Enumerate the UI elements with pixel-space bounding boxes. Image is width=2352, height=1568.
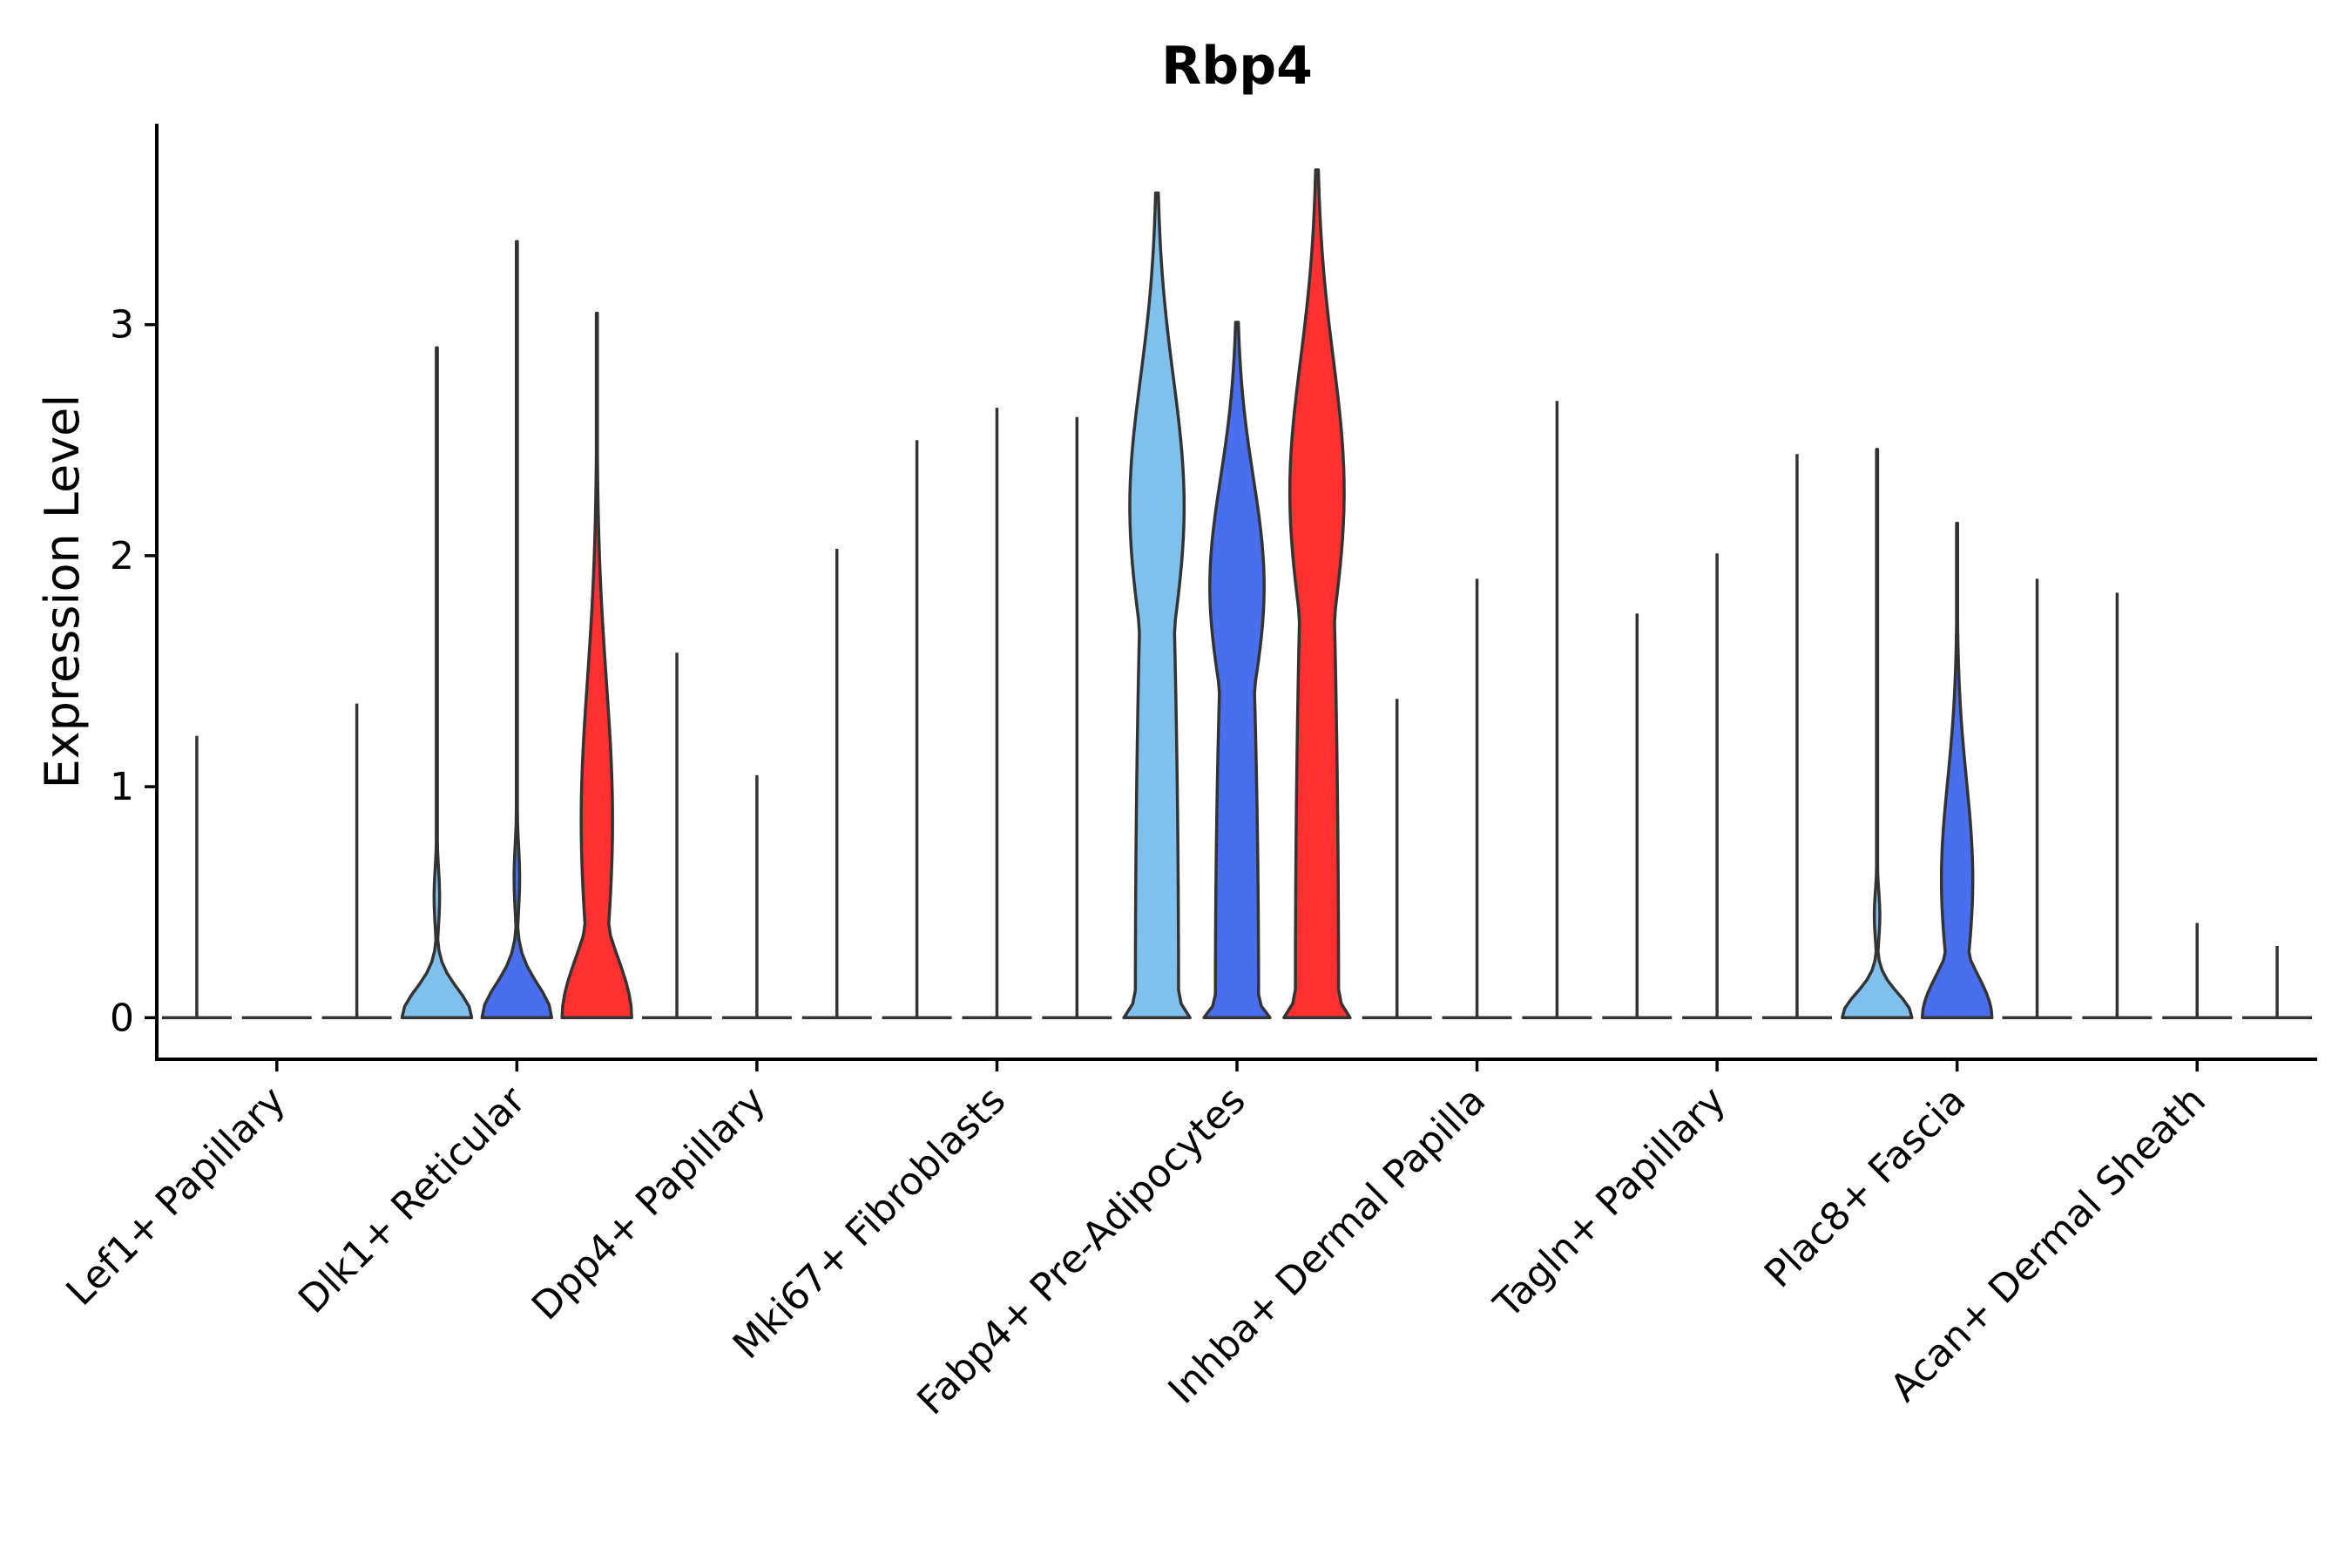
violin-1-sample_3 [321, 703, 392, 1020]
violin-4-sample_1 [882, 440, 952, 1020]
violin-2-sample_3 [560, 311, 633, 1020]
violin-3-sample_3 [801, 548, 872, 1020]
violin-9-sample_2 [2162, 923, 2233, 1020]
y-axis-label: Expression Level [35, 395, 90, 789]
x-tick-label-7: Tagln+ Papillary [1485, 1078, 1734, 1328]
y-tick-label-2: 2 [110, 534, 134, 578]
violin-6-sample_2 [1442, 578, 1512, 1020]
violin-3-sample_2 [721, 774, 792, 1020]
y-ticks-group: 0 1 2 3 [110, 303, 157, 1040]
violin-6-sample_1 [1362, 699, 1432, 1020]
chart-title: Rbp4 [1161, 36, 1313, 97]
violin-4-sample_2 [962, 408, 1032, 1020]
violin-6-sample_3 [1522, 401, 1592, 1020]
violins-group [161, 168, 2313, 1020]
x-tick-label-8: Plac8+ Fascia [1756, 1078, 1975, 1297]
violin-8-sample_1 [1841, 448, 1914, 1020]
x-tick-label-4: Mki67+ Fibroblasts [725, 1078, 1014, 1368]
y-tick-label-0: 0 [110, 996, 134, 1040]
violin-4-sample_3 [1042, 416, 1112, 1020]
violin-9-sample_3 [2242, 946, 2313, 1020]
violin-5-sample_2 [1202, 321, 1272, 1020]
violin-8-sample_2 [1920, 522, 1994, 1020]
violin-7-sample_3 [1761, 454, 1832, 1020]
x-tick-label-1: Lef1+ Papillary [57, 1078, 294, 1315]
x-tick-label-3: Dpp4+ Papillary [524, 1078, 774, 1329]
violin-2-sample_2 [480, 240, 554, 1020]
violin-1-sample_1 [161, 735, 232, 1020]
violin-5-sample_1 [1122, 191, 1192, 1020]
violin-2-sample_1 [400, 346, 474, 1020]
y-tick-label-1: 1 [110, 765, 134, 809]
y-tick-label-3: 3 [110, 303, 134, 348]
violin-7-sample_2 [1682, 553, 1753, 1020]
violin-9-sample_1 [2082, 592, 2153, 1020]
violin-3-sample_1 [642, 652, 713, 1020]
violin-7-sample_1 [1602, 613, 1673, 1020]
violin-5-sample_3 [1282, 168, 1352, 1020]
x-tick-label-2: Dlk1+ Reticular [290, 1078, 535, 1322]
violin-8-sample_3 [2002, 578, 2072, 1020]
